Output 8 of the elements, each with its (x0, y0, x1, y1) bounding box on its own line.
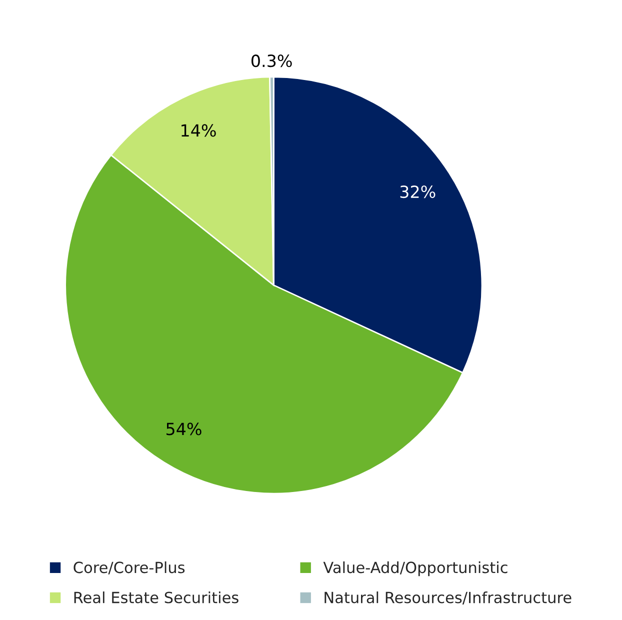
legend-label: Core/Core-Plus (74, 561, 185, 574)
legend-label: Value-Add/Opportunistic (323, 561, 508, 576)
data-label: 0.3% (252, 54, 292, 68)
data-label: 14% (182, 124, 216, 137)
legend-label: Natural Resources/Infrastructure (324, 591, 572, 604)
data-label: 54% (166, 422, 202, 436)
data-label: 32% (400, 185, 436, 198)
legend-label: Real Estate Securities (74, 591, 238, 604)
